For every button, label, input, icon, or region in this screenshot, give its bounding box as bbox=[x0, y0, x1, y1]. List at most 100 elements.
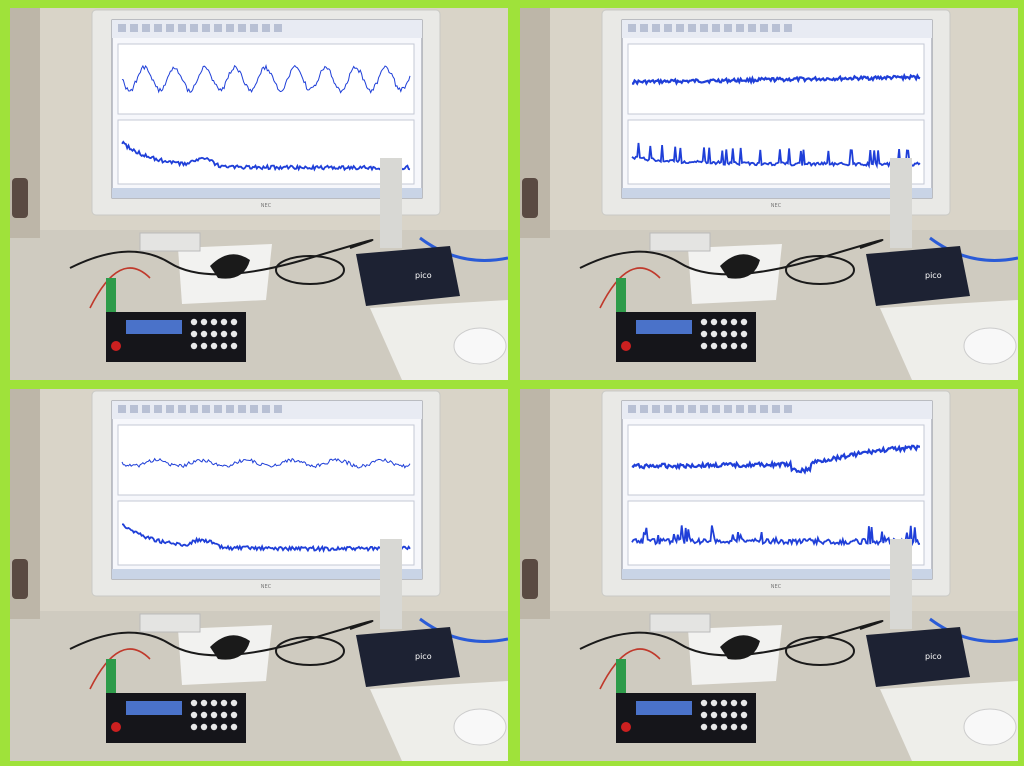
toolbar-icon bbox=[712, 405, 720, 413]
scene-photo: NEC pico bbox=[10, 389, 508, 761]
generator-button bbox=[720, 318, 728, 326]
generator-button bbox=[720, 723, 728, 731]
generator-button bbox=[190, 711, 198, 719]
upper-graph bbox=[627, 424, 925, 496]
toolbar-icon bbox=[250, 24, 258, 32]
generator-button bbox=[230, 699, 238, 707]
toolbar-icon bbox=[226, 405, 234, 413]
toolbar-icon bbox=[190, 24, 198, 32]
taskbar bbox=[622, 188, 932, 198]
generator-button bbox=[230, 342, 238, 350]
generator-button bbox=[730, 342, 738, 350]
toolbar-icon bbox=[238, 24, 246, 32]
generator-lcd bbox=[126, 701, 182, 715]
upper-waveform bbox=[121, 457, 411, 469]
generator-button bbox=[220, 723, 228, 731]
toolbar-icon bbox=[640, 24, 648, 32]
lower-graph bbox=[117, 119, 415, 185]
oscilloscope-box bbox=[356, 627, 460, 687]
probe-connector bbox=[616, 278, 626, 312]
probe-connector bbox=[106, 278, 116, 312]
toolbar-icon bbox=[154, 24, 162, 32]
generator-button bbox=[230, 723, 238, 731]
monitor-brand: NEC bbox=[261, 203, 272, 209]
cable-red bbox=[599, 648, 661, 690]
generator-knob bbox=[621, 341, 631, 351]
upper-waveform bbox=[121, 63, 411, 94]
mouse bbox=[453, 708, 507, 746]
toolbar-icon bbox=[628, 24, 636, 32]
panel-bottom-right: NEC pico bbox=[520, 389, 1018, 761]
cable-black bbox=[579, 620, 884, 657]
generator-button bbox=[700, 711, 708, 719]
toolbar-icon bbox=[274, 405, 282, 413]
mouse bbox=[963, 327, 1017, 365]
figurine bbox=[12, 559, 28, 599]
upper-waveform bbox=[631, 72, 921, 86]
oscilloscope-box bbox=[356, 246, 460, 306]
generator-button bbox=[190, 318, 198, 326]
scene-photo: NEC pico bbox=[520, 8, 1018, 380]
generator-button bbox=[710, 711, 718, 719]
generator-button bbox=[740, 723, 748, 731]
generator-button bbox=[220, 342, 228, 350]
toolbar-icon bbox=[700, 24, 708, 32]
toolbar-icon bbox=[736, 24, 744, 32]
toolbar-icon bbox=[772, 405, 780, 413]
mouse bbox=[453, 327, 507, 365]
generator-button bbox=[720, 342, 728, 350]
generator-button bbox=[200, 342, 208, 350]
toolbar-icon bbox=[784, 405, 792, 413]
figurine bbox=[522, 559, 538, 599]
toolbar-icon bbox=[676, 24, 684, 32]
toolbar-icon bbox=[736, 405, 744, 413]
generator-button bbox=[730, 711, 738, 719]
generator-button bbox=[190, 342, 198, 350]
generator-button bbox=[210, 330, 218, 338]
panel-top-right: NEC pico bbox=[520, 8, 1018, 380]
toolbar-icon bbox=[748, 24, 756, 32]
generator-button bbox=[200, 711, 208, 719]
toolbar-icon bbox=[760, 405, 768, 413]
generator-button bbox=[210, 711, 218, 719]
generator-button bbox=[730, 699, 738, 707]
cable-black bbox=[579, 239, 884, 276]
toolbar-icon bbox=[154, 405, 162, 413]
toolbar-icon bbox=[166, 405, 174, 413]
scene-photo: NEC pico bbox=[520, 389, 1018, 761]
generator-button bbox=[220, 711, 228, 719]
probe-connector bbox=[616, 659, 626, 693]
generator-button bbox=[190, 330, 198, 338]
generator-button bbox=[710, 723, 718, 731]
usb-cable-blue bbox=[929, 236, 1018, 262]
toolbar-icon bbox=[700, 405, 708, 413]
generator-button bbox=[210, 699, 218, 707]
toolbar-icon bbox=[214, 405, 222, 413]
cable-black bbox=[69, 620, 374, 657]
toolbar-icon bbox=[712, 24, 720, 32]
oscilloscope-brand: pico bbox=[415, 652, 432, 661]
toolbar-icon bbox=[118, 24, 126, 32]
generator-button bbox=[700, 342, 708, 350]
oscilloscope-brand: pico bbox=[925, 271, 942, 280]
generator-lcd bbox=[636, 320, 692, 334]
toolbar-icon bbox=[688, 24, 696, 32]
usb-cable-blue bbox=[419, 236, 508, 262]
generator-button bbox=[210, 342, 218, 350]
toolbar-icon bbox=[748, 405, 756, 413]
toolbar-icon bbox=[202, 24, 210, 32]
generator-button bbox=[730, 723, 738, 731]
toolbar-icon bbox=[250, 405, 258, 413]
toolbar-icon bbox=[664, 24, 672, 32]
toolbar-icon bbox=[664, 405, 672, 413]
generator-button bbox=[700, 330, 708, 338]
cable-red bbox=[89, 648, 151, 690]
generator-button bbox=[720, 330, 728, 338]
heat-sink bbox=[139, 613, 201, 633]
usb-cable-blue bbox=[929, 617, 1018, 643]
heat-sink bbox=[649, 232, 711, 252]
generator-button bbox=[220, 318, 228, 326]
generator-button bbox=[190, 723, 198, 731]
toolbar-icon bbox=[142, 405, 150, 413]
oscilloscope-brand: pico bbox=[415, 271, 432, 280]
